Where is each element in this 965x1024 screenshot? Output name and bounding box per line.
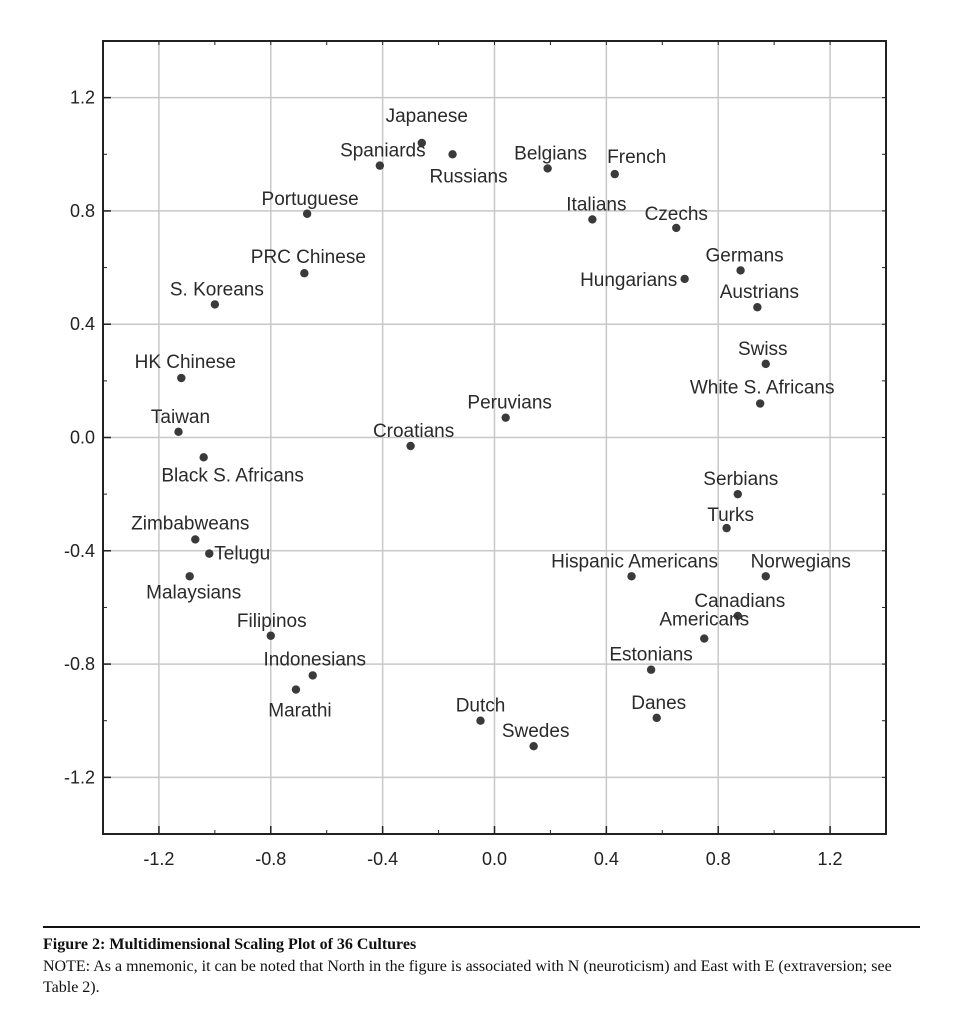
y-tick-label: -0.8 <box>64 654 95 674</box>
point-label-canadians: Canadians <box>694 591 785 612</box>
point-taiwan <box>174 427 183 437</box>
x-tick-label: 0.8 <box>706 849 731 869</box>
point-estonians <box>646 665 656 674</box>
point-zimbabweans <box>191 535 200 544</box>
point-label-malaysians: Malaysians <box>146 582 241 603</box>
x-tick-label: -0.4 <box>367 849 398 869</box>
y-tick-label: 0.8 <box>70 201 95 221</box>
point-dutch <box>476 716 485 725</box>
point-japanese <box>417 138 426 148</box>
y-tick-label: -0.4 <box>64 541 95 561</box>
point-swiss <box>761 359 770 369</box>
point-label-peruvians: Peruvians <box>467 393 552 414</box>
point-label-french: French <box>607 147 666 168</box>
point-label-italians: Italians <box>566 194 626 215</box>
point-canadians <box>733 611 742 621</box>
point-french <box>610 169 619 179</box>
point-hispanic-americans <box>627 572 636 581</box>
point-label-filipinos: Filipinos <box>237 611 307 632</box>
point-label-spaniards: Spaniards <box>340 141 426 162</box>
point-label-swiss: Swiss <box>738 339 788 360</box>
point-swedes <box>529 742 538 751</box>
y-tick-label: 0.4 <box>70 314 95 334</box>
point-turks <box>722 523 731 533</box>
mds-scatter-plot: -1.2 -0.8 -0.4 0.0 0.4 0.8 1.2 1.2 0.8 0.4 0.0 -0.4… <box>64 40 887 869</box>
point-russians <box>448 150 457 159</box>
point-hk-chinese <box>177 373 186 383</box>
point-label-hk-chinese: HK Chinese <box>135 352 236 373</box>
point-label-telugu: Telugu <box>214 544 270 565</box>
y-tick-label: -1.2 <box>64 767 95 787</box>
point-label-white-s-africans: White S. Africans <box>690 378 835 399</box>
point-hungarians <box>680 274 689 284</box>
point-label-black-s-africans: Black S. Africans <box>161 465 304 486</box>
y-tick-label: 1.2 <box>70 88 95 108</box>
point-telugu <box>205 549 214 558</box>
point-label-germans: Germans <box>706 245 784 266</box>
point-americans <box>700 634 709 643</box>
point-label-prc-chinese: PRC Chinese <box>251 247 366 268</box>
point-white-s-africans <box>755 399 765 408</box>
point-belgians <box>543 164 552 173</box>
grid-lines <box>103 41 886 834</box>
point-label-japanese: Japanese <box>386 106 468 127</box>
x-tick-label: -0.8 <box>255 849 286 869</box>
point-serbians <box>733 489 742 499</box>
x-tick-label: 0.4 <box>594 849 619 869</box>
point-label-indonesians: Indonesians <box>263 649 365 670</box>
point-label-estonians: Estonians <box>609 645 692 666</box>
point-spaniards <box>375 161 385 170</box>
point-label-hispanic-americans: Hispanic Americans <box>551 551 718 572</box>
point-label-s-koreans: S. Koreans <box>170 279 264 300</box>
y-tick-label: 0.0 <box>70 428 95 448</box>
point-label-hungarians: Hungarians <box>580 270 677 291</box>
point-malaysians <box>185 572 194 581</box>
point-peruvians <box>501 413 510 422</box>
point-austrians <box>753 303 762 312</box>
figure-caption: Figure 2: Multidimensional Scaling Plot … <box>43 926 920 998</box>
point-label-turks: Turks <box>707 505 754 526</box>
point-portuguese <box>302 209 312 218</box>
point-norwegians <box>761 572 770 581</box>
point-label-zimbabweans: Zimbabweans <box>131 513 249 534</box>
point-label-czechs: Czechs <box>645 204 708 225</box>
point-danes <box>652 713 661 723</box>
point-prc-chinese <box>300 269 309 278</box>
axis-ticks: -1.2 -0.8 -0.4 0.0 0.4 0.8 1.2 1.2 0.8 0.4 0.0 -0.4… <box>64 40 887 869</box>
point-label-russians: Russians <box>429 166 507 187</box>
point-filipinos <box>266 631 275 640</box>
point-label-americans: Americans <box>659 610 749 631</box>
point-label-swedes: Swedes <box>502 721 570 742</box>
caption-note: NOTE: As a mnemonic, it can be noted tha… <box>43 958 892 996</box>
x-tick-label: 0.0 <box>482 849 507 869</box>
point-label-belgians: Belgians <box>514 143 587 164</box>
point-label-serbians: Serbians <box>703 469 778 490</box>
point-croatians <box>406 441 415 451</box>
point-label-norwegians: Norwegians <box>751 551 851 572</box>
point-black-s-africans <box>199 453 208 462</box>
point-label-danes: Danes <box>631 693 686 714</box>
x-tick-label: 1.2 <box>818 849 843 869</box>
point-label-taiwan: Taiwan <box>151 407 210 428</box>
caption-title: Figure 2: Multidimensional Scaling Plot … <box>43 936 417 953</box>
point-label-croatians: Croatians <box>373 421 454 442</box>
point-germans <box>736 266 745 275</box>
point-label-marathi: Marathi <box>268 701 331 722</box>
point-s-koreans <box>210 300 220 309</box>
point-indonesians <box>308 671 317 680</box>
point-label-portuguese: Portuguese <box>262 189 359 210</box>
point-label-dutch: Dutch <box>456 696 506 717</box>
point-marathi <box>291 685 301 694</box>
point-italians <box>588 215 597 224</box>
x-tick-label: -1.2 <box>143 849 174 869</box>
point-czechs <box>672 223 681 233</box>
point-label-austrians: Austrians <box>720 282 799 303</box>
